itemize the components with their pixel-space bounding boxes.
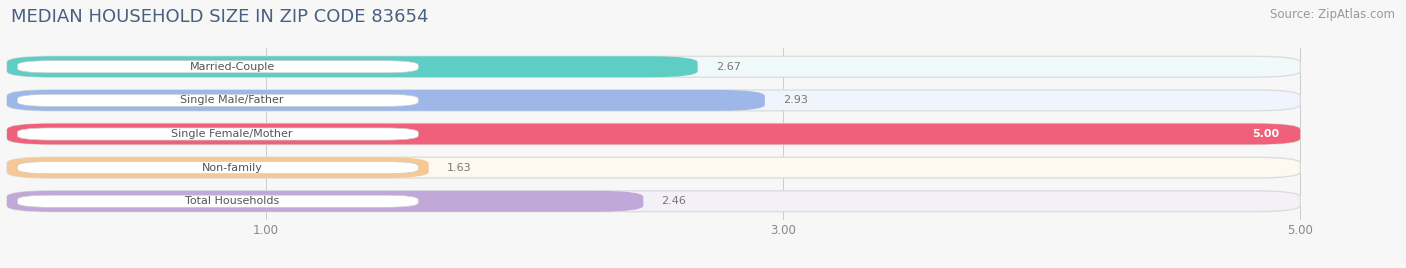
Text: MEDIAN HOUSEHOLD SIZE IN ZIP CODE 83654: MEDIAN HOUSEHOLD SIZE IN ZIP CODE 83654 [11, 8, 429, 26]
FancyBboxPatch shape [7, 191, 644, 212]
FancyBboxPatch shape [17, 94, 419, 106]
FancyBboxPatch shape [7, 157, 1301, 178]
Text: Total Households: Total Households [186, 196, 280, 206]
Text: 5.00: 5.00 [1253, 129, 1279, 139]
FancyBboxPatch shape [17, 61, 419, 73]
FancyBboxPatch shape [7, 157, 429, 178]
FancyBboxPatch shape [7, 124, 1301, 144]
FancyBboxPatch shape [7, 56, 697, 77]
FancyBboxPatch shape [7, 124, 1301, 144]
Text: 1.63: 1.63 [447, 163, 471, 173]
Text: 2.93: 2.93 [783, 95, 808, 105]
Text: Single Female/Mother: Single Female/Mother [172, 129, 292, 139]
FancyBboxPatch shape [7, 191, 1301, 212]
FancyBboxPatch shape [7, 56, 1301, 77]
FancyBboxPatch shape [17, 128, 419, 140]
FancyBboxPatch shape [17, 195, 419, 207]
Text: 2.46: 2.46 [661, 196, 686, 206]
Text: Married-Couple: Married-Couple [190, 62, 274, 72]
FancyBboxPatch shape [17, 162, 419, 174]
Text: Single Male/Father: Single Male/Father [180, 95, 284, 105]
Text: Source: ZipAtlas.com: Source: ZipAtlas.com [1270, 8, 1395, 21]
FancyBboxPatch shape [7, 90, 765, 111]
Text: Non-family: Non-family [201, 163, 263, 173]
Text: 2.67: 2.67 [716, 62, 741, 72]
FancyBboxPatch shape [7, 90, 1301, 111]
